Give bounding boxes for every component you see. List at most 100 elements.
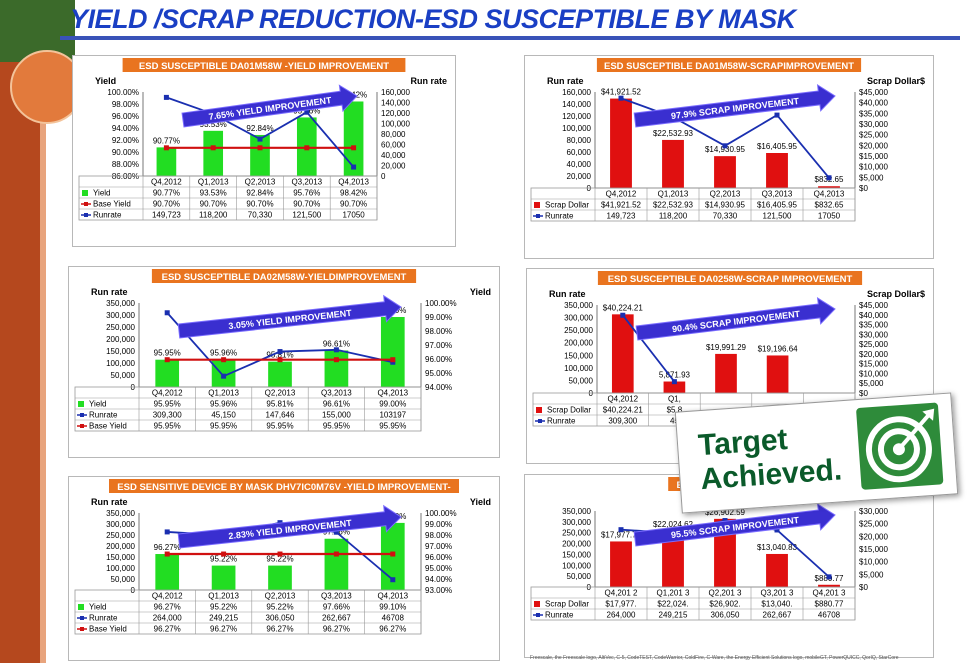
data-table-cell: 45,150 bbox=[211, 411, 236, 420]
data-table-cell: 249,215 bbox=[659, 611, 688, 620]
base-yield-point bbox=[277, 357, 283, 363]
legend-entry: Base Yield bbox=[89, 625, 127, 634]
data-table-cell: 96.27% bbox=[323, 625, 350, 634]
y2-tick-label: 100,000 bbox=[381, 120, 410, 129]
data-table-cell: $13,040. bbox=[761, 600, 792, 609]
y2-tick-label: $15,000 bbox=[859, 545, 888, 554]
runrate-point bbox=[671, 379, 677, 385]
y2-tick-label: $0 bbox=[859, 184, 868, 193]
y-tick-label: 100,000 bbox=[564, 364, 593, 373]
y-tick-label: 350,000 bbox=[106, 509, 135, 518]
y-tick-label: 0 bbox=[589, 389, 594, 398]
runrate-point bbox=[620, 312, 626, 318]
data-table-cell: 95.95% bbox=[210, 422, 237, 431]
data-table-cell: 155,000 bbox=[322, 411, 351, 420]
base-yield-point bbox=[390, 357, 396, 363]
bar bbox=[203, 130, 224, 176]
y2-tick-label: $40,000 bbox=[859, 311, 888, 320]
y-tick-label: 100,000 bbox=[106, 564, 135, 573]
runrate-point bbox=[826, 574, 832, 580]
bar-data-label: 96.27% bbox=[154, 543, 181, 552]
data-table-cell: 264,000 bbox=[607, 611, 636, 620]
data-table-cell: 149,723 bbox=[152, 211, 181, 220]
data-table-cell: 103197 bbox=[379, 411, 406, 420]
data-table-cell: 90.70% bbox=[200, 200, 227, 209]
data-table-cell: $880.77 bbox=[815, 600, 844, 609]
bar bbox=[155, 359, 180, 387]
x-tick-label: Q2,2013 bbox=[265, 389, 296, 398]
y2-tick-label: 94.00% bbox=[425, 383, 452, 392]
runrate-point bbox=[351, 164, 357, 170]
y2-tick-label: $0 bbox=[859, 583, 868, 592]
y2-tick-label: $10,000 bbox=[859, 558, 888, 567]
chart-title-banner bbox=[122, 58, 406, 72]
base-yield-point bbox=[333, 551, 339, 557]
data-table-cell: 96.27% bbox=[154, 625, 181, 634]
legend-entry: Runrate bbox=[545, 611, 574, 620]
chart-panel-da01-yield: ESD SUSCEPTIBLE DA01M58W -YIELD IMPROVEM… bbox=[72, 55, 456, 247]
data-table-cell: 309,300 bbox=[608, 417, 637, 426]
y-tick-label: 350,000 bbox=[106, 299, 135, 308]
data-table-cell: 147,646 bbox=[266, 411, 295, 420]
x-tick-label: Q3,2013 bbox=[291, 178, 322, 187]
bar-data-label: $19,196.64 bbox=[758, 344, 799, 353]
data-table-cell: 45 bbox=[670, 417, 679, 426]
data-table-cell: $832.65 bbox=[815, 201, 844, 210]
bar bbox=[766, 553, 788, 587]
data-table-cell: 92.84% bbox=[246, 189, 273, 198]
y-tick-label: 0 bbox=[587, 184, 592, 193]
data-table-cell: $41,921.52 bbox=[601, 201, 642, 210]
arrow-shape bbox=[633, 84, 836, 128]
y-tick-label: 200,000 bbox=[106, 542, 135, 551]
chart-panel-da01-scrap: ESD SUSCEPTIBLE DA01M58W-SCRAPIMPROVEMEN… bbox=[524, 55, 934, 259]
base-yield-point bbox=[351, 145, 357, 151]
y2-tick-label: $5,000 bbox=[859, 379, 884, 388]
y-tick-label: 100,000 bbox=[106, 359, 135, 368]
y2-tick-label: 60,000 bbox=[381, 141, 406, 150]
bar bbox=[663, 381, 686, 393]
y-tick-label: 0 bbox=[131, 586, 136, 595]
data-table-cell: 118,200 bbox=[199, 211, 228, 220]
runrate-point bbox=[333, 347, 339, 353]
x-tick-label: Q4,201 3 bbox=[813, 589, 846, 598]
y-axis-label: Run rate bbox=[91, 497, 128, 507]
y2-axis-label: Yield bbox=[470, 497, 491, 507]
y2-axis-label: Scrap Dollar$ bbox=[867, 76, 925, 86]
x-tick-label: Q4,2013 bbox=[814, 190, 845, 199]
y-tick-label: 50,000 bbox=[111, 371, 136, 380]
y2-tick-label: 95.00% bbox=[425, 369, 452, 378]
bar bbox=[766, 355, 789, 393]
legend-swatch bbox=[536, 407, 542, 413]
data-table-cell: $5,8 bbox=[667, 406, 683, 415]
chart-svg-c1: ESD SUSCEPTIBLE DA01M58W -YIELD IMPROVEM… bbox=[78, 58, 447, 221]
y-tick-label: 50,000 bbox=[567, 572, 592, 581]
data-table-cell: 95.22% bbox=[266, 603, 293, 612]
y-tick-label: 150,000 bbox=[562, 550, 591, 559]
y-axis-label: Run rate bbox=[549, 289, 586, 299]
page-title: YIELD /SCRAP REDUCTION-ESD SUSCEPTIBLE B… bbox=[70, 4, 796, 34]
y2-tick-label: $10,000 bbox=[859, 163, 888, 172]
runrate-point bbox=[390, 359, 396, 365]
y2-tick-label: 160,000 bbox=[381, 88, 410, 97]
bar-data-label: $17,977.78 bbox=[601, 530, 642, 539]
bar-data-label: 95.81% bbox=[266, 351, 293, 360]
base-yield-point bbox=[390, 551, 396, 557]
arrow-label: 3.05% YIELD IMPROVEMENT bbox=[228, 308, 353, 331]
y-tick-label: 80,000 bbox=[567, 136, 592, 145]
bar-data-label: 93.53% bbox=[200, 120, 227, 129]
y-tick-label: 0 bbox=[587, 583, 592, 592]
bar bbox=[610, 541, 632, 587]
data-table-cell: 70,330 bbox=[248, 211, 273, 220]
bar bbox=[268, 565, 292, 590]
chart-svg-c3: ESD SUSCEPTIBLE DA02M58W-YIELDIMPROVEMEN… bbox=[74, 269, 491, 432]
bar bbox=[610, 98, 632, 188]
y2-tick-label: 0 bbox=[381, 172, 386, 181]
data-table-cell: $40,224.21 bbox=[603, 406, 644, 415]
legend-entry: Runrate bbox=[93, 211, 122, 220]
y2-tick-label: $25,000 bbox=[859, 131, 888, 140]
y2-tick-label: $5,000 bbox=[859, 570, 884, 579]
data-table-cell: 96.27% bbox=[266, 625, 293, 634]
data-table-cell: 99.10% bbox=[379, 603, 406, 612]
chart-title: ESD SUSCEPTIBLE DA02M58W-YIELDIMPROVEMEN… bbox=[162, 272, 407, 283]
chart-svg-c2: ESD SUSCEPTIBLE DA01M58W-SCRAPIMPROVEMEN… bbox=[530, 58, 925, 222]
